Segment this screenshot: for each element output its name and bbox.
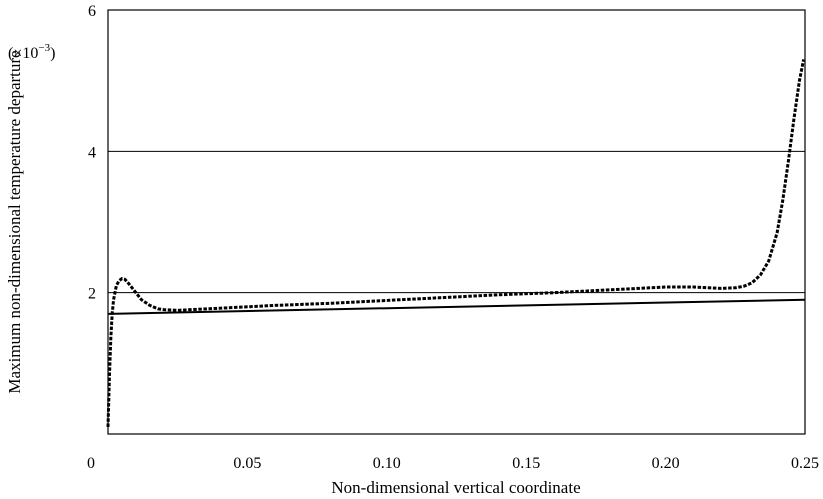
- x-tick-label: 0.20: [652, 455, 680, 472]
- x-tick-label: 0: [87, 455, 95, 472]
- gridlines: [108, 150, 805, 294]
- series-line-dashed: [106, 59, 806, 427]
- series-line-solid: [107, 298, 806, 315]
- x-axis-label: Non-dimensional vertical coordinate: [331, 478, 580, 497]
- y-tick-labels: 2 4 6: [88, 3, 96, 303]
- x-tick-label: 0.10: [373, 455, 401, 472]
- x-tick-label: 0.25: [791, 455, 819, 472]
- y-tick-label: 2: [88, 286, 96, 303]
- x-tick-labels: 0 0.05 0.10 0.15 0.20 0.25: [87, 455, 819, 472]
- y-axis-unit: (×10−3): [8, 42, 55, 62]
- x-tick-label: 0.05: [233, 455, 261, 472]
- y-tick-label: 4: [88, 144, 96, 161]
- x-tick-label: 0.15: [512, 455, 540, 472]
- y-unit-exponent: −3: [38, 42, 50, 54]
- y-axis-label: Maximum non-dimensional temperature depa…: [5, 50, 24, 393]
- y-unit-suffix: ): [50, 45, 55, 62]
- plot-frame: [107, 9, 806, 435]
- series-group: [106, 59, 806, 427]
- y-tick-label: 6: [88, 3, 96, 20]
- y-unit-prefix: (×10: [8, 45, 38, 62]
